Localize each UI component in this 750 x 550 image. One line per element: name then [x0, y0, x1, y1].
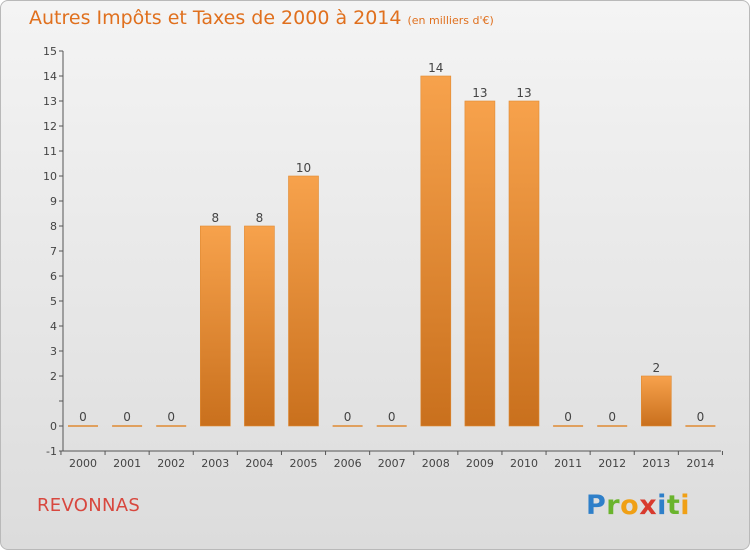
- proxiti-logo[interactable]: Proxiti: [586, 490, 690, 521]
- bar: [640, 375, 672, 427]
- bar-value-label: 13: [472, 86, 487, 100]
- bar: [464, 100, 496, 427]
- bar: [508, 100, 540, 427]
- bar: [420, 75, 452, 427]
- logo-letter: t: [666, 490, 681, 521]
- x-tick-label: 2001: [113, 457, 141, 470]
- x-tick-label: 2002: [157, 457, 185, 470]
- y-tick-label: 11: [43, 145, 57, 158]
- chart-title: Autres Impôts et Taxes de 2000 à 2014 (en…: [29, 7, 494, 29]
- logo-letter: P: [586, 490, 607, 521]
- x-tick-label: 2011: [554, 457, 582, 470]
- y-tick-label: 9: [50, 195, 57, 208]
- y-tick-label: 2: [50, 370, 57, 383]
- x-tick-label: 2000: [69, 457, 97, 470]
- logo-letter: x: [639, 490, 658, 521]
- bar-value-label: 0: [697, 410, 705, 424]
- y-tick-label: 4: [50, 320, 57, 333]
- logo-letter: i: [680, 490, 691, 521]
- logo-letter: i: [657, 490, 667, 521]
- logo-letter: o: [620, 490, 640, 521]
- y-tick-label: 3: [50, 345, 57, 358]
- value-labels: 0 0 0 8 8 10 0 0 14 13 13 0 0 2 0: [79, 61, 704, 424]
- bar-value-label: 13: [516, 86, 531, 100]
- x-tick-label: 2010: [510, 457, 538, 470]
- bar-value-label: 0: [388, 410, 396, 424]
- bar-value-label: 0: [608, 410, 616, 424]
- y-tick-label: 14: [43, 70, 57, 83]
- x-tick-label: 2007: [378, 457, 406, 470]
- logo-letter: r: [606, 490, 621, 521]
- x-tick-label: 2013: [642, 457, 670, 470]
- x-tick-label: 2006: [334, 457, 362, 470]
- bar: [244, 225, 275, 427]
- chart-title-text: Autres Impôts et Taxes de 2000 à 2014: [29, 7, 402, 29]
- x-tick-label: 2005: [290, 457, 318, 470]
- bar-value-label: 0: [344, 410, 352, 424]
- y-tick-label: 0: [50, 420, 57, 433]
- bar: [288, 175, 319, 427]
- x-tick-label: 2004: [245, 457, 273, 470]
- bar-value-label: 8: [256, 211, 264, 225]
- bar-value-label: 0: [167, 410, 175, 424]
- bar-value-label: 0: [79, 410, 87, 424]
- bar: [200, 225, 231, 427]
- commune-name: REVONNAS: [37, 495, 141, 516]
- bar-value-label: 10: [296, 161, 311, 175]
- bar-value-label: 0: [123, 410, 131, 424]
- y-tick-label: 13: [43, 95, 57, 108]
- y-tick-label: 8: [50, 220, 57, 233]
- y-tick-label: 6: [50, 270, 57, 283]
- chart-unit: (en milliers d'€): [407, 14, 494, 27]
- x-tick-label: 2008: [422, 457, 450, 470]
- y-tick-label: -1: [46, 445, 57, 458]
- y-tick-label: 15: [43, 45, 57, 58]
- y-tick-label: 5: [50, 295, 57, 308]
- y-tick-label: 12: [43, 120, 57, 133]
- x-tick-label: 2003: [201, 457, 229, 470]
- x-tick-label: 2012: [598, 457, 626, 470]
- bar-value-label: 14: [428, 61, 443, 75]
- x-tick-label: 2014: [686, 457, 714, 470]
- bar-value-label: 8: [211, 211, 219, 225]
- y-tick-label: 10: [43, 170, 57, 183]
- y-tick-label: 7: [50, 245, 57, 258]
- x-tick-label: 2009: [466, 457, 494, 470]
- bar-value-label: 0: [564, 410, 572, 424]
- bar-value-label: 2: [652, 361, 660, 375]
- bars: [68, 75, 716, 427]
